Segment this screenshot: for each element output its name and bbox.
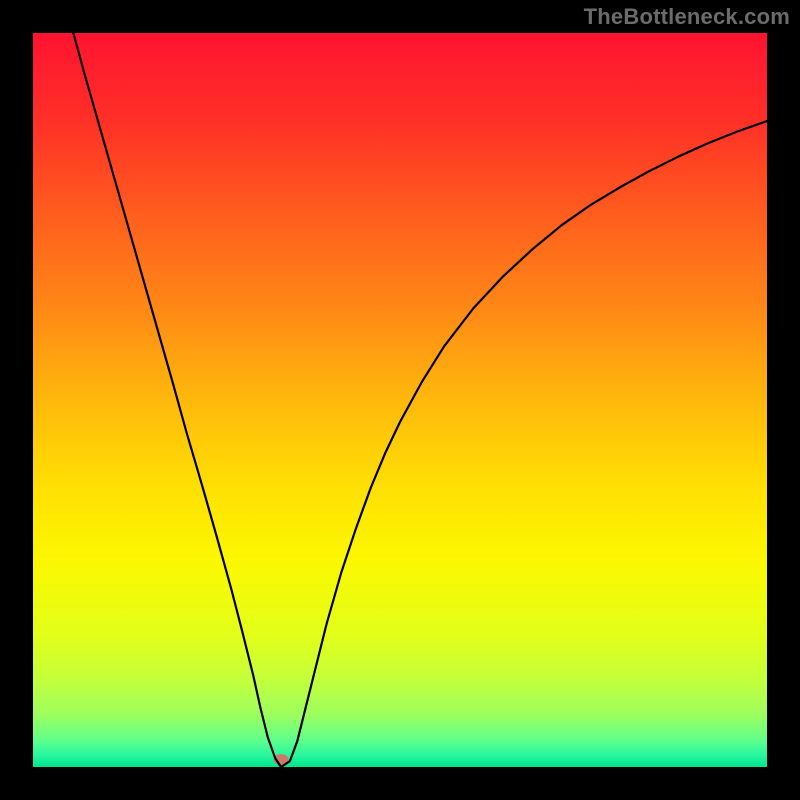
watermark-text: TheBottleneck.com: [584, 4, 790, 30]
bottleneck-chart: [0, 0, 800, 800]
plot-background: [33, 33, 767, 767]
chart-svg: [0, 0, 800, 800]
